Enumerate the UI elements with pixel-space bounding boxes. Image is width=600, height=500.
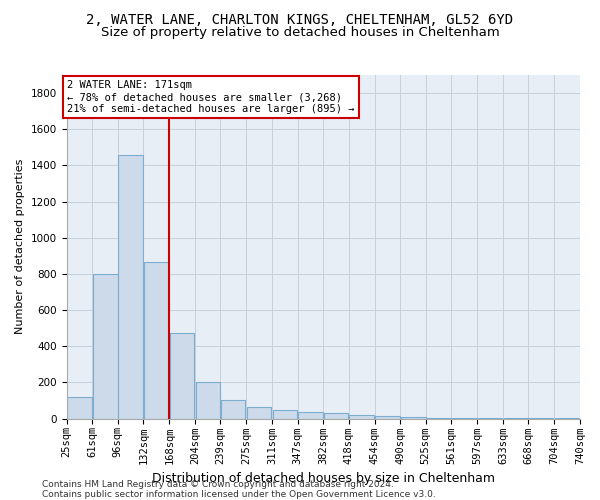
Text: 2, WATER LANE, CHARLTON KINGS, CHELTENHAM, GL52 6YD: 2, WATER LANE, CHARLTON KINGS, CHELTENHA… xyxy=(86,12,514,26)
Bar xyxy=(170,332,194,418)
Y-axis label: Number of detached properties: Number of detached properties xyxy=(15,159,25,334)
Bar xyxy=(376,416,400,418)
Bar xyxy=(67,397,92,418)
Bar xyxy=(221,400,245,418)
Text: Size of property relative to detached houses in Cheltenham: Size of property relative to detached ho… xyxy=(101,26,499,39)
Bar xyxy=(247,407,271,418)
Bar xyxy=(401,417,425,418)
Text: 2 WATER LANE: 171sqm
← 78% of detached houses are smaller (3,268)
21% of semi-de: 2 WATER LANE: 171sqm ← 78% of detached h… xyxy=(67,80,355,114)
Bar xyxy=(272,410,297,418)
Text: Contains HM Land Registry data © Crown copyright and database right 2024.
Contai: Contains HM Land Registry data © Crown c… xyxy=(42,480,436,499)
Bar xyxy=(93,274,118,418)
Bar xyxy=(144,262,169,418)
Bar xyxy=(196,382,220,418)
Bar xyxy=(298,412,323,418)
Bar xyxy=(349,414,374,418)
Bar xyxy=(118,154,143,418)
Bar xyxy=(323,413,348,418)
X-axis label: Distribution of detached houses by size in Cheltenham: Distribution of detached houses by size … xyxy=(152,472,495,485)
Bar xyxy=(581,416,600,418)
